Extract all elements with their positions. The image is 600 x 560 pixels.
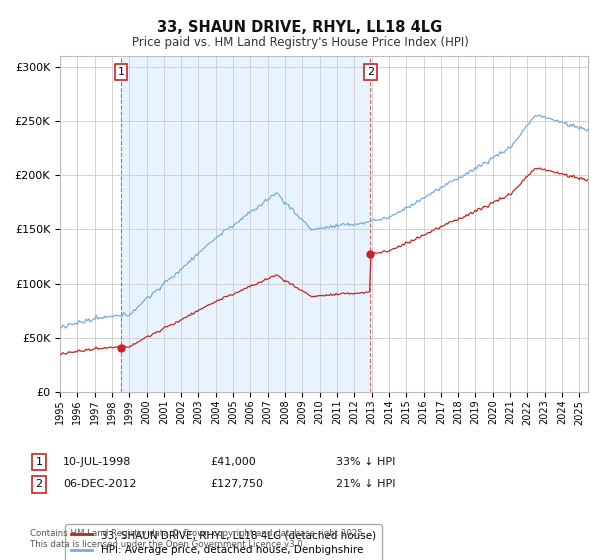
Text: 06-DEC-2012: 06-DEC-2012 bbox=[63, 479, 137, 489]
Text: £41,000: £41,000 bbox=[210, 457, 256, 467]
Text: Contains HM Land Registry data © Crown copyright and database right 2025.
This d: Contains HM Land Registry data © Crown c… bbox=[30, 529, 365, 549]
Text: 2: 2 bbox=[35, 479, 43, 489]
Text: 1: 1 bbox=[35, 457, 43, 467]
Text: 1: 1 bbox=[118, 67, 125, 77]
Text: £127,750: £127,750 bbox=[210, 479, 263, 489]
Legend: 33, SHAUN DRIVE, RHYL, LL18 4LG (detached house), HPI: Average price, detached h: 33, SHAUN DRIVE, RHYL, LL18 4LG (detache… bbox=[65, 524, 382, 560]
Text: 21% ↓ HPI: 21% ↓ HPI bbox=[336, 479, 395, 489]
Bar bbox=[121, 56, 370, 392]
Text: 2: 2 bbox=[367, 67, 374, 77]
Text: Price paid vs. HM Land Registry's House Price Index (HPI): Price paid vs. HM Land Registry's House … bbox=[131, 36, 469, 49]
Text: 33, SHAUN DRIVE, RHYL, LL18 4LG: 33, SHAUN DRIVE, RHYL, LL18 4LG bbox=[157, 20, 443, 35]
Text: 10-JUL-1998: 10-JUL-1998 bbox=[63, 457, 131, 467]
Text: 33% ↓ HPI: 33% ↓ HPI bbox=[336, 457, 395, 467]
